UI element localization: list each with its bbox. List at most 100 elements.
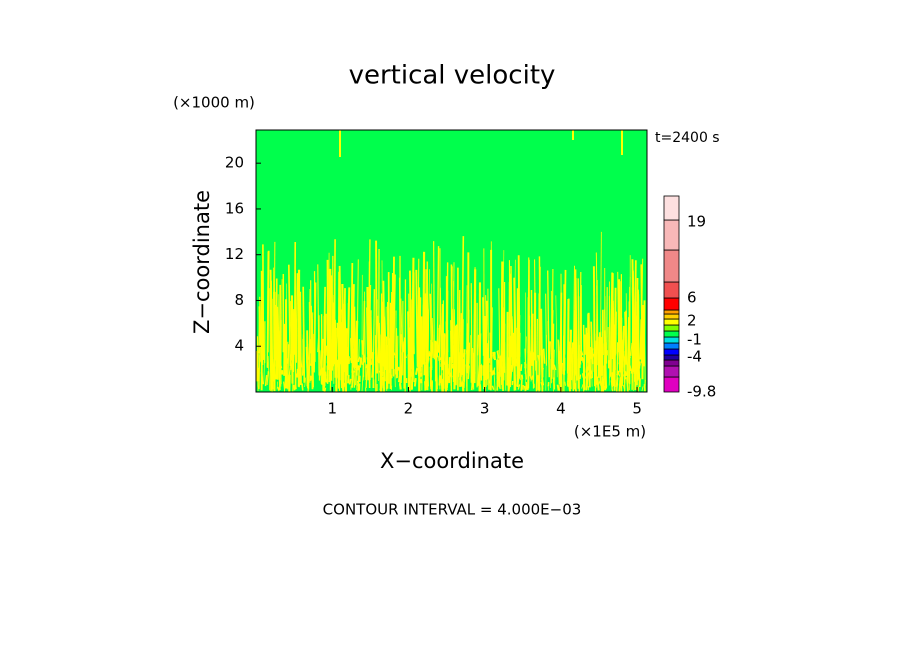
streak [419, 378, 423, 384]
streak [378, 322, 382, 392]
streak [595, 379, 599, 385]
streak [630, 342, 633, 356]
streak [462, 352, 466, 358]
streak [278, 284, 282, 378]
streak [422, 251, 426, 365]
streak [513, 259, 516, 364]
y-tick-label: 4 [234, 337, 244, 355]
streak [356, 259, 359, 375]
streak [527, 375, 530, 390]
streak [270, 304, 272, 373]
streak [455, 324, 458, 386]
streak [601, 332, 604, 392]
streak [606, 287, 608, 364]
streak [551, 310, 554, 361]
streak [603, 330, 608, 389]
streak [458, 320, 460, 377]
streak [492, 370, 496, 375]
streak [317, 264, 320, 376]
streak [295, 273, 299, 363]
streak [350, 263, 354, 360]
streak [425, 375, 427, 388]
streak [301, 383, 304, 391]
colorbar-segment [663, 313, 680, 320]
streak [290, 301, 293, 356]
streak [348, 358, 351, 365]
streak [479, 363, 483, 369]
streak [523, 385, 527, 392]
streak [264, 375, 268, 387]
streak [617, 271, 620, 353]
colorbar-segment [663, 330, 680, 338]
streak [502, 250, 505, 362]
streak [351, 355, 355, 373]
streak [267, 356, 270, 391]
colorbar-segment [663, 359, 680, 367]
streak [482, 297, 486, 356]
streak [538, 256, 541, 356]
streak [486, 361, 489, 371]
streak [466, 309, 470, 374]
streak [618, 372, 621, 377]
streak [323, 387, 327, 392]
streak [574, 305, 578, 355]
streak [574, 356, 578, 376]
streak [397, 366, 401, 372]
streak [517, 384, 521, 390]
streak [326, 259, 330, 369]
streak [271, 359, 275, 382]
streak [514, 377, 516, 389]
streak [423, 293, 427, 376]
streak [496, 377, 499, 383]
streak [571, 354, 575, 392]
streak [531, 375, 534, 381]
streak [266, 371, 269, 386]
streak [463, 364, 466, 389]
streak [540, 382, 543, 387]
streak [511, 316, 515, 360]
colorbar-segment [663, 336, 680, 344]
streak [611, 300, 616, 387]
colorbar-segment [663, 309, 680, 315]
streak [348, 378, 352, 385]
colorbar-segment [663, 342, 680, 350]
x-unit: (×1E5 m) [574, 423, 646, 441]
streak [355, 321, 359, 354]
colorbar-tick-label: -9.8 [687, 383, 716, 401]
streak [450, 363, 455, 369]
streak [322, 367, 326, 388]
streak [377, 315, 380, 364]
y-tick-label: 16 [225, 199, 244, 217]
streak [358, 339, 360, 361]
streak [524, 362, 528, 380]
streak [394, 369, 396, 388]
streak [492, 351, 495, 357]
streak [385, 336, 388, 370]
streak [292, 324, 294, 392]
colorbar-segment [663, 281, 680, 299]
streak [437, 355, 440, 362]
streak [496, 350, 500, 359]
streak [433, 241, 435, 360]
streak [585, 327, 588, 379]
streak [434, 340, 438, 390]
streak [461, 359, 464, 378]
streak [602, 309, 605, 366]
streak [378, 370, 382, 376]
streak [346, 287, 351, 361]
streak [484, 300, 488, 379]
streak [632, 270, 636, 355]
streak [324, 371, 327, 383]
streak [600, 382, 604, 391]
streak [308, 302, 311, 383]
streak [410, 371, 414, 390]
streak [297, 320, 300, 376]
streak [579, 271, 582, 369]
streak [624, 311, 627, 365]
streak [384, 306, 387, 380]
streak [553, 349, 555, 392]
x-tick-label: 3 [480, 400, 490, 418]
streak [610, 374, 613, 391]
streak [398, 277, 401, 378]
colorbar-segment [663, 318, 680, 326]
